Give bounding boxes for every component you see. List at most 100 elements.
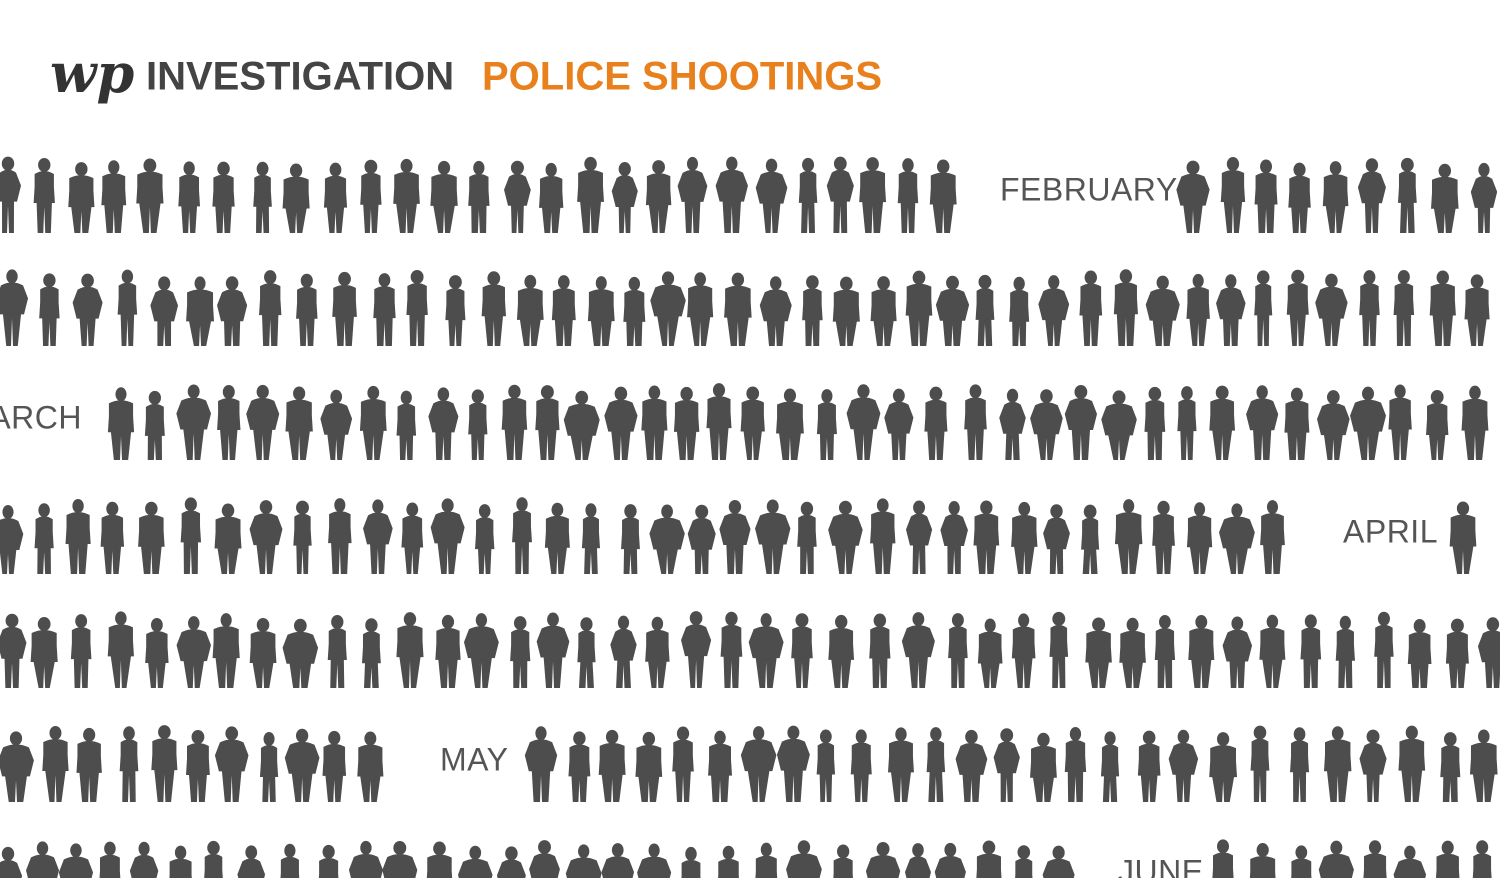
silhouette-body [940,514,968,574]
silhouette-head [1074,384,1088,399]
silhouette-body [621,517,640,574]
silhouette-head [9,731,23,746]
silhouette-body [212,626,240,688]
silhouette-body [468,402,488,460]
silhouette-body [361,631,381,688]
silhouette-body [136,171,164,233]
silhouette-head [49,725,62,740]
silhouette-head [614,386,628,401]
silhouette-body [504,173,531,233]
silhouette-head [1304,614,1317,629]
silhouette-body [687,517,716,574]
silhouette-head [760,842,772,857]
silhouette-head [75,614,88,629]
silhouette-body [865,854,901,878]
silhouette-body [249,513,283,574]
silhouette-body [535,398,560,460]
silhouette-head [1295,845,1308,860]
silhouette-body [776,738,810,802]
silhouette-body [468,173,490,233]
month-label: APRIL [1343,513,1438,549]
silhouette-body [1114,512,1143,574]
silhouette-head [2,504,14,519]
section-label: INVESTIGATION [146,55,454,99]
silhouette-head [1397,269,1410,284]
silhouette-body [1318,853,1354,878]
silhouette-head [578,844,590,859]
silhouette-head [648,843,660,858]
silhouette-head [406,502,419,517]
silhouette-body [905,283,933,346]
silhouette-head [1404,845,1416,860]
silhouette-body [1186,286,1210,346]
silhouette-head [104,841,116,856]
silhouette-body [204,853,223,878]
silhouette-body [934,855,966,878]
silhouette-head [873,613,887,628]
silhouette-body [144,403,165,460]
silhouette-body [280,856,300,878]
silhouette-head [969,384,982,399]
silhouette-head [1215,385,1229,400]
silhouette-body [185,742,210,802]
silhouette-body [463,626,499,688]
silhouette-body [826,169,854,233]
silhouette-head [295,728,309,743]
silhouette-body [973,513,1000,574]
silhouette-head [1293,727,1306,742]
silhouette-head [121,269,134,284]
silhouette-body [708,743,732,802]
silhouette-head [1256,385,1268,400]
silhouette-body [0,744,34,802]
silhouette-body [475,517,495,574]
silhouette-head [1037,732,1050,747]
silhouette-head [437,387,450,402]
silhouette-body [58,856,94,878]
silhouette-head [115,387,127,402]
silhouette-body [677,169,708,233]
silhouette-body [428,400,459,460]
silhouette-body [759,289,792,346]
silhouette-head [642,731,656,746]
silhouette-body [0,626,27,688]
silhouette-body [0,859,23,878]
silhouette-body [1011,626,1036,688]
silhouette-body [755,171,788,233]
silhouette-body [1350,399,1386,460]
silhouette-body [1042,858,1075,878]
silhouettes [0,156,1500,878]
silhouette-body [1440,745,1461,802]
silhouette-body [1064,397,1098,460]
silhouette-head [81,273,94,288]
silhouette-head [725,611,738,626]
silhouette-body [169,858,192,878]
silhouette-head [1405,725,1418,740]
silhouette-body [977,631,1003,688]
silhouette-head [876,498,889,513]
silhouette-head [685,846,697,861]
silhouette-head [1253,725,1267,740]
silhouette-head [1478,162,1490,177]
silhouette-head [322,844,335,859]
silhouette-body [1315,286,1348,346]
silhouette-body [740,399,765,460]
silhouette-body [320,402,353,460]
silhouette-head [802,157,815,172]
silhouette-body [237,858,266,878]
silhouette-head [1256,270,1270,285]
month-label: FEBRUARY [1000,171,1178,207]
silhouette-head [819,729,832,744]
silhouette-body [1209,745,1238,802]
silhouette-head [833,156,847,171]
silhouette-head [912,843,924,858]
silhouette-head [329,162,342,177]
silhouette-head [1470,274,1484,289]
silhouette-body [581,516,600,574]
silhouette-head [143,158,157,173]
silhouette-body [718,858,739,878]
silhouette-body [34,516,54,574]
silhouette-body [1176,173,1210,233]
silhouette-head [595,276,607,291]
silhouette-head [1476,840,1489,855]
silhouette-body [1154,627,1176,688]
